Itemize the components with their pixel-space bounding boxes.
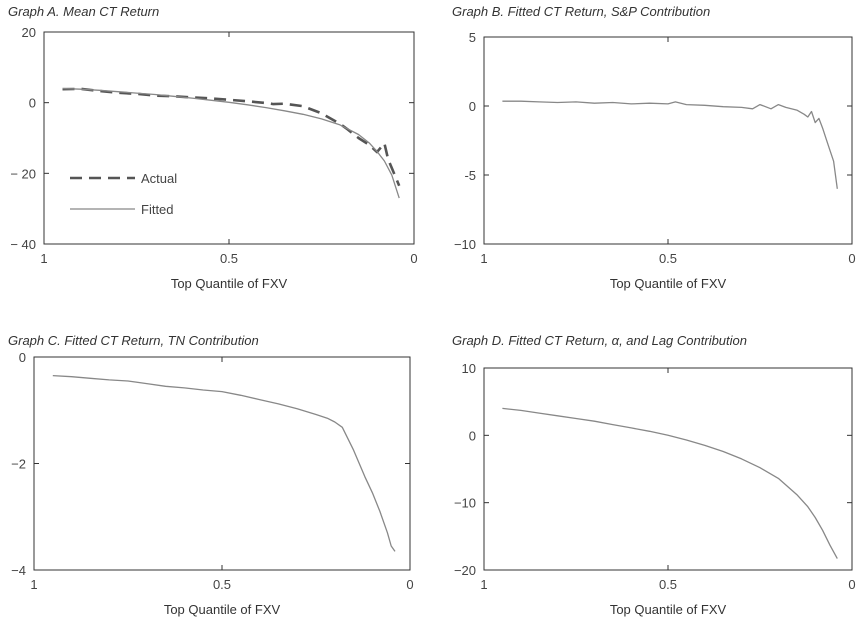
panel-c-title: Graph C. Fitted CT Return, TN Contributi… (8, 333, 259, 348)
panel-a-y-tick-label: 20 (22, 25, 36, 40)
panel-b-x-tick-label: 1 (480, 251, 487, 266)
panel-d-xlabel: Top Quantile of FXV (610, 602, 727, 617)
panel-a: Graph A. Mean CT Return 1 0.5 0 − 40 − 20 0 20 T… (8, 4, 418, 291)
panel-c-xlabel: Top Quantile of FXV (164, 602, 281, 617)
panel-b-y-tick-label: -5 (464, 168, 476, 183)
panel-c-y-tick-label: −4 (11, 563, 26, 578)
panel-d-frame (483, 367, 853, 571)
panel-a-y-tick-label: − 40 (10, 237, 36, 252)
panel-d-series-fitted (502, 407, 838, 559)
panel-a-xlabel: Top Quantile of FXV (171, 276, 288, 291)
panel-b-y-tick-label: −10 (454, 237, 476, 252)
panel-b-y-tick-label: 0 (469, 99, 476, 114)
panel-b-x-tick-label: 0 (848, 251, 855, 266)
panel-b-x-tick-label: 0.5 (659, 251, 677, 266)
panel-d-y-tick-label: −10 (454, 496, 476, 511)
panel-b-title: Graph B. Fitted CT Return, S&P Contribut… (452, 4, 710, 19)
panel-d-title: Graph D. Fitted CT Return, α, and Lag Co… (452, 333, 747, 348)
panel-a-x-tick-label: 0.5 (220, 251, 238, 266)
panel-b: Graph B. Fitted CT Return, S&P Contribut… (452, 4, 856, 291)
panel-b-frame (483, 36, 853, 245)
panel-b-y-tick-label: 5 (469, 30, 476, 45)
legend-label-actual: Actual (141, 171, 177, 186)
panel-a-series-actual (62, 87, 401, 187)
panel-d-x-tick-label: 0 (848, 577, 855, 592)
panel-a-x-tick-label: 1 (40, 251, 47, 266)
panel-d-x-tick-label: 0.5 (659, 577, 677, 592)
panel-c-series-fitted (52, 374, 396, 552)
panel-a-y-tick-label: 0 (29, 96, 36, 111)
panel-b-xlabel: Top Quantile of FXV (610, 276, 727, 291)
panel-a-x-tick-label: 0 (410, 251, 417, 266)
panel-a-title: Graph A. Mean CT Return (8, 4, 159, 19)
legend-label-fitted: Fitted (141, 202, 174, 217)
panel-c: Graph C. Fitted CT Return, TN Contributi… (8, 333, 414, 617)
panel-d-x-tick-label: 1 (480, 577, 487, 592)
panel-c-frame (33, 356, 411, 571)
panel-c-y-tick-label: −2 (11, 457, 26, 472)
panel-a-y-tick-label: − 20 (10, 166, 36, 181)
panel-b-series-fitted (502, 100, 838, 189)
panel-c-y-tick-label: 0 (19, 350, 26, 365)
panel-d-y-tick-label: 10 (462, 361, 476, 376)
panel-d-y-tick-label: 0 (469, 428, 476, 443)
panel-c-x-tick-label: 0 (406, 577, 413, 592)
panel-c-x-tick-label: 1 (30, 577, 37, 592)
panel-c-x-tick-label: 0.5 (213, 577, 231, 592)
panel-a-series-fitted (62, 87, 400, 199)
panel-d-y-tick-label: −20 (454, 563, 476, 578)
panel-d: Graph D. Fitted CT Return, α, and Lag Co… (452, 333, 856, 617)
